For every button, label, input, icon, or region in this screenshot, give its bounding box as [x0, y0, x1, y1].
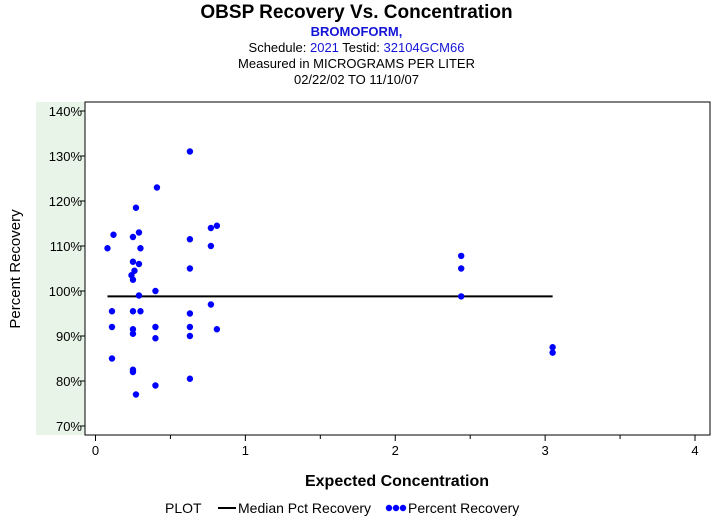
schedule-value: 2021	[309, 40, 339, 55]
scatter-chart: 70% 80% 90% 100% 110% 120% 130% 140% 0 1 2 3 4 Expe…	[7, 101, 711, 490]
recovery-point	[207, 301, 215, 308]
legend-recovery-label: Percent Recovery	[408, 500, 520, 516]
recovery-point	[129, 368, 137, 376]
recovery-point	[207, 224, 215, 232]
recovery-point	[104, 245, 111, 252]
y-tick-label: 100%	[49, 284, 83, 299]
recovery-point	[213, 326, 221, 333]
recovery-point	[213, 222, 221, 229]
legend-recovery-marker-icon	[385, 504, 407, 512]
recovery-point	[186, 375, 194, 382]
recovery-point	[131, 267, 138, 274]
recovery-point	[108, 308, 116, 315]
x-tick-label: 1	[242, 443, 249, 458]
y-axis-label: Percent Recovery	[7, 209, 24, 329]
recovery-point	[135, 260, 143, 268]
legend-median-line-icon	[218, 507, 236, 509]
testid-label: Testid:	[342, 40, 380, 55]
y-tick-label: 110%	[50, 239, 83, 254]
x-axis-ticks: 0 1 2 3 4	[92, 435, 699, 458]
recovery-point	[129, 276, 137, 283]
recovery-point	[186, 323, 194, 331]
recovery-point	[129, 330, 137, 337]
y-axis-ticks: 70% 80% 90% 100% 110% 120% 130% 140%	[49, 104, 85, 434]
y-tick-band-fill	[36, 102, 85, 435]
recovery-point	[549, 344, 556, 351]
testid-value: 32104GCM66	[383, 40, 465, 55]
legend: PLOT Median Pct Recovery Percent Recover…	[0, 500, 713, 520]
recovery-point	[152, 335, 159, 342]
recovery-point	[129, 308, 137, 315]
recovery-point	[457, 252, 465, 260]
y-tick-label: 120%	[49, 194, 83, 209]
legend-title: PLOT	[165, 500, 202, 516]
data-series	[104, 148, 556, 398]
recovery-point	[186, 265, 194, 272]
recovery-point	[152, 382, 159, 389]
measured-units: Measured in MICROGRAMS PER LITER	[238, 56, 475, 71]
recovery-point	[108, 323, 116, 331]
recovery-point	[132, 391, 140, 398]
schedule-label: Schedule:	[248, 40, 307, 55]
recovery-point	[110, 231, 117, 238]
recovery-point	[457, 293, 465, 300]
recovery-point	[186, 310, 194, 317]
recovery-point	[549, 349, 556, 356]
recovery-point	[207, 242, 215, 250]
legend-median-label: Median Pct Recovery	[238, 500, 372, 516]
plot-area	[84, 101, 711, 436]
y-tick-label: 90%	[56, 329, 82, 344]
recovery-point	[135, 229, 143, 236]
recovery-point	[152, 323, 159, 331]
y-tick-label: 140%	[49, 104, 83, 119]
chart-title: OBSP Recovery Vs. Concentration	[200, 2, 513, 23]
recovery-point	[457, 265, 465, 272]
recovery-point	[186, 332, 194, 340]
recovery-point	[108, 355, 116, 362]
recovery-point	[186, 236, 194, 243]
recovery-point	[186, 148, 194, 155]
date-range: 02/22/02 TO 11/10/07	[293, 72, 420, 87]
analyte-subtitle: BROMOFORM,	[310, 24, 403, 39]
recovery-point	[135, 292, 143, 299]
x-tick-label: 4	[691, 443, 698, 458]
x-tick-label: 2	[392, 443, 399, 458]
recovery-point	[153, 184, 161, 191]
x-tick-label: 0	[92, 443, 99, 458]
recovery-point	[152, 287, 159, 295]
recovery-point	[129, 233, 137, 241]
y-tick-label: 130%	[49, 149, 83, 164]
recovery-point	[129, 326, 137, 333]
recovery-point	[137, 245, 144, 252]
y-tick-band	[36, 102, 85, 435]
x-tick-label: 3	[542, 443, 549, 458]
recovery-point	[132, 204, 140, 211]
schedule-line: Schedule: 2021 Testid: 32104GCM66	[0, 40, 713, 55]
recovery-point	[137, 308, 144, 315]
y-tick-label: 80%	[56, 374, 82, 389]
recovery-point	[129, 258, 137, 265]
x-axis-label: Expected Concentration	[305, 473, 489, 490]
y-tick-label: 70%	[56, 419, 82, 434]
